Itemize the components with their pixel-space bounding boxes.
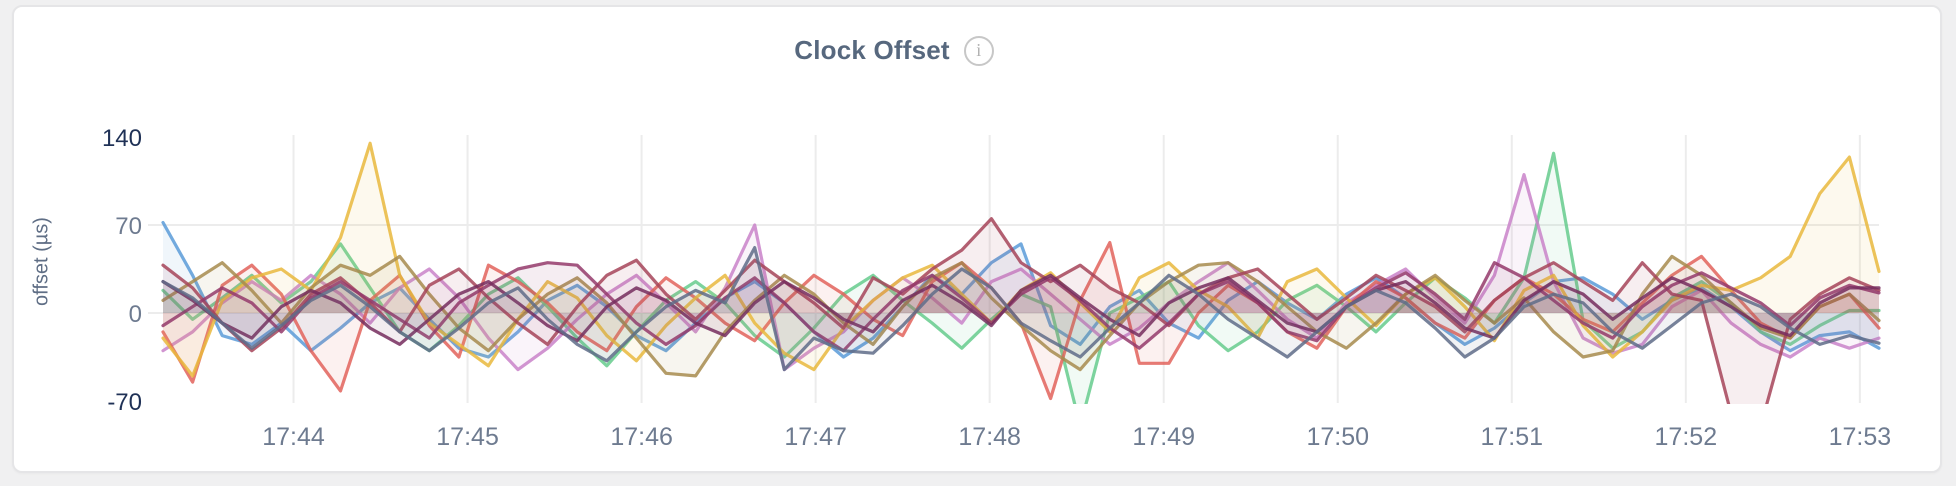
info-icon[interactable]: i [963,35,994,66]
y-axis-title: offset (µs) [30,217,53,306]
chart-header: Clock Offset i [14,35,1774,66]
chart-card: Clock Offset i offset (µs) [12,5,1942,473]
chart-title: Clock Offset [794,35,950,65]
info-icon-glyph: i [976,39,982,60]
